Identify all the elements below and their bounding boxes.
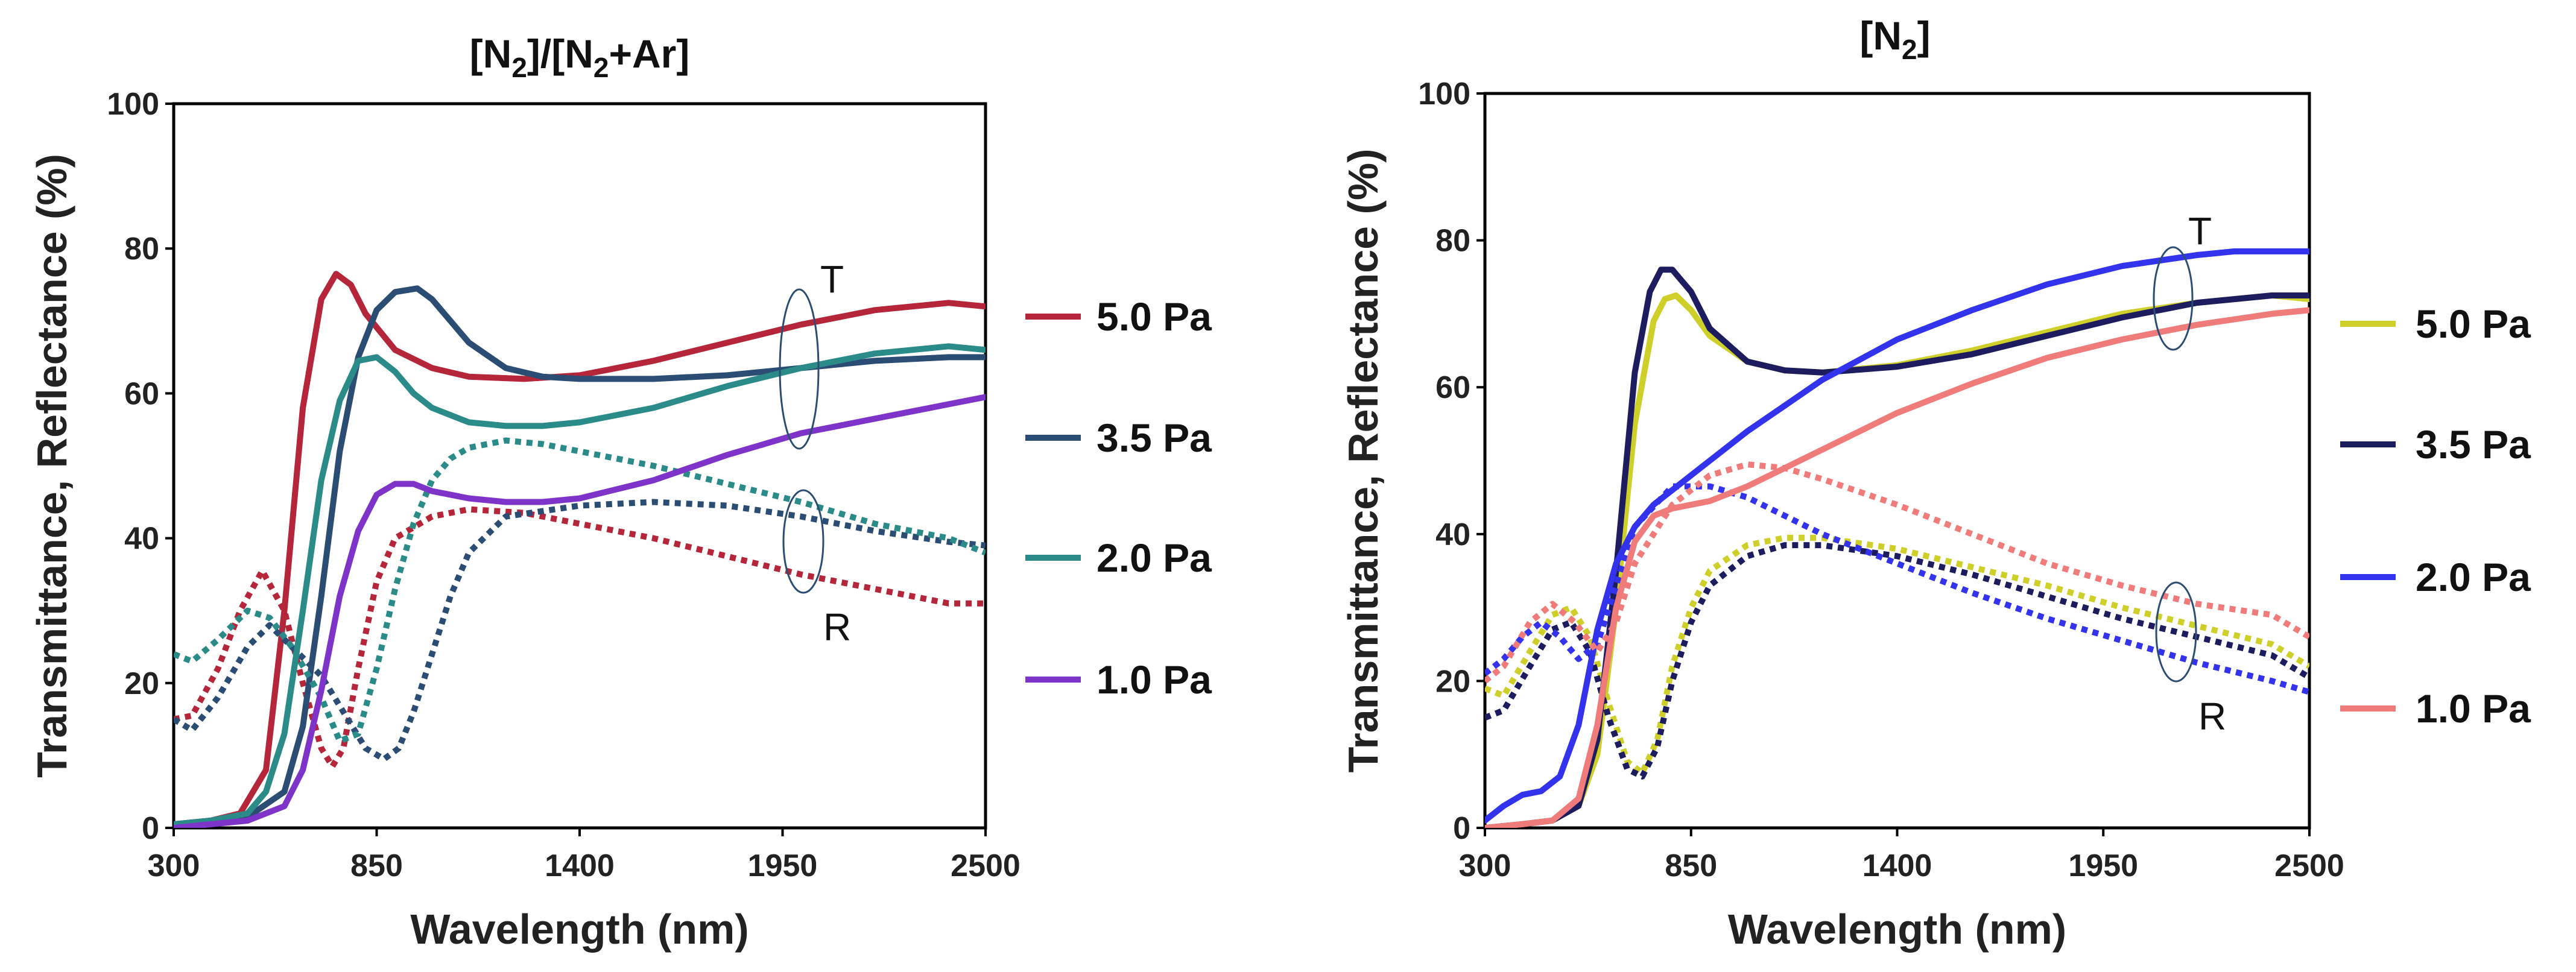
y-tick-label: 0 [142, 811, 159, 846]
legend-label: 2.0 Pa [2416, 555, 2531, 599]
x-tick-label: 1400 [1862, 848, 1932, 883]
legend-label: 5.0 Pa [1097, 294, 1212, 339]
series-1-0-pa-reflectance-line [1485, 461, 2309, 684]
legend-label: 5.0 Pa [2416, 301, 2531, 346]
reflectance-annotation: R [823, 605, 851, 649]
reflectance-annotation: R [2198, 695, 2226, 738]
y-tick-label: 80 [124, 232, 159, 267]
series-2-0-pa-reflectance-line [1485, 483, 2309, 695]
transmittance-annotation: T [820, 257, 844, 301]
legend-label: 2.0 Pa [1097, 535, 1212, 580]
legend: 5.0 Pa 3.5 Pa 2.0 Pa 1.0 Pa [2340, 301, 2531, 731]
series-1-0-pa-transmittance-line [174, 394, 986, 828]
legend: 5.0 Pa 3.5 Pa 2.0 Pa 1.0 Pa [1025, 294, 1212, 702]
series-2-0-pa-transmittance-line [1485, 248, 2309, 824]
series-5-0-pa-reflectance-line [174, 506, 986, 769]
chart-panel-1: 0 20 40 60 80 100 300 850 1400 1950 2500 Wavelength… [28, 31, 1212, 953]
series-2-0-pa-reflectance-line [174, 437, 986, 744]
y-tick-label: 40 [1435, 517, 1470, 552]
x-tick-label: 1400 [545, 848, 615, 883]
legend-label: 3.5 Pa [2416, 422, 2531, 467]
y-tick-label: 20 [124, 666, 159, 701]
series-1-0-pa-transmittance-line [1485, 307, 2309, 828]
y-axis-label: Transmittance, Reflectance (%) [1340, 149, 1387, 773]
series-5-0-pa-reflectance-line [1485, 534, 2309, 776]
series-3-5-pa-transmittance-line [1485, 267, 2309, 828]
chart-panel-2: 0 20 40 60 80 100 300 850 1400 1950 2500 Wavelength… [1340, 13, 2531, 953]
chart-title: [N2] [1859, 13, 1930, 65]
y-tick-label: 100 [107, 87, 159, 122]
x-axis-label: Wavelength (nm) [410, 906, 748, 953]
series-2-0-pa-transmittance-line [174, 343, 986, 827]
series-3-5-pa-reflectance-line [1485, 542, 2309, 780]
x-tick-label: 2500 [951, 848, 1021, 883]
x-tick-label: 2500 [2274, 848, 2344, 883]
chart-title: [N2]/[N2+Ar] [470, 31, 690, 83]
x-tick-label: 1950 [748, 848, 818, 883]
x-axis-label: Wavelength (nm) [1728, 906, 2066, 953]
plot-frame [1483, 92, 2311, 830]
series-3-5-pa-reflectance-line [174, 499, 986, 762]
x-tick-label: 1950 [2068, 848, 2138, 883]
y-tick-label: 0 [1453, 811, 1470, 846]
series-5-0-pa-transmittance-line [174, 271, 986, 827]
x-tick-label: 300 [1459, 848, 1511, 883]
reflectance-group-ellipse [2155, 581, 2197, 683]
x-tick-label: 850 [1665, 848, 1717, 883]
legend-label: 1.0 Pa [2416, 686, 2531, 731]
y-tick-label: 60 [124, 376, 159, 411]
y-tick-label: 20 [1435, 664, 1470, 699]
x-tick-label: 850 [350, 848, 403, 883]
y-tick-label: 80 [1435, 224, 1470, 259]
y-tick-label: 60 [1435, 370, 1470, 405]
x-tick-label: 300 [148, 848, 200, 883]
legend-label: 3.5 Pa [1097, 415, 1212, 460]
series-lines [174, 271, 986, 828]
y-axis-label: Transmittance, Reflectance (%) [28, 154, 75, 778]
series-5-0-pa-transmittance-line [1485, 292, 2309, 828]
reflectance-group-ellipse [782, 489, 824, 594]
series-3-5-pa-transmittance-line [174, 285, 986, 827]
transmittance-group-ellipse [779, 288, 820, 450]
transmittance-annotation: T [2188, 209, 2212, 253]
transmittance-group-ellipse [2153, 246, 2194, 351]
y-tick-label: 100 [1418, 77, 1470, 112]
y-tick-label: 40 [124, 522, 159, 557]
legend-label: 1.0 Pa [1097, 657, 1212, 702]
series-lines [1485, 248, 2309, 828]
